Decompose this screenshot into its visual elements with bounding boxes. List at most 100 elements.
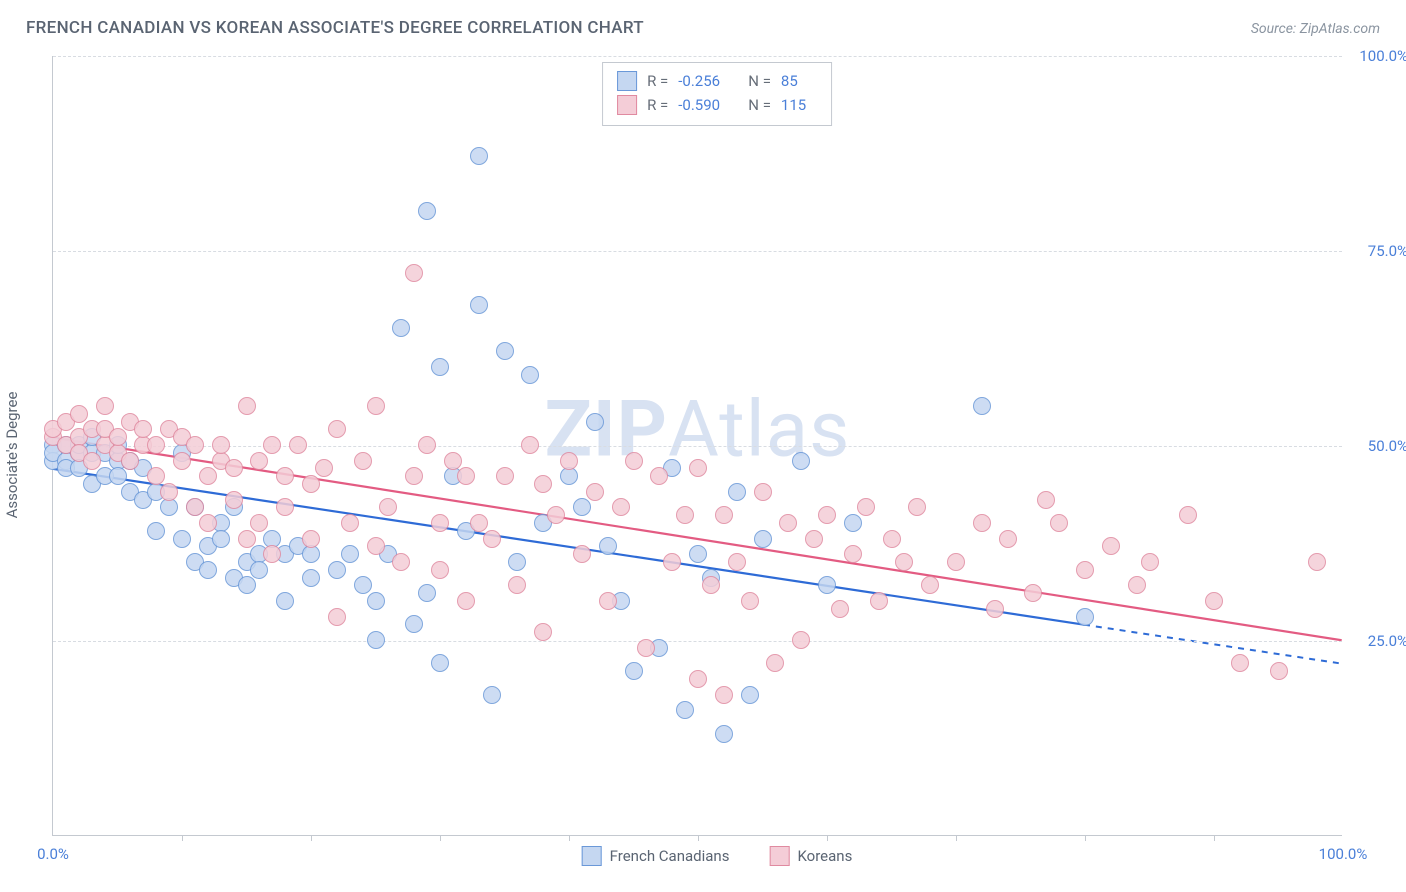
data-point [857, 498, 875, 516]
data-point [1037, 491, 1055, 509]
data-point [741, 686, 759, 704]
data-point [831, 600, 849, 618]
data-point [1128, 576, 1146, 594]
data-point [792, 452, 810, 470]
data-point [418, 436, 436, 454]
chart-area: Associate's Degree ZIPAtlas 25.0%50.0%75… [52, 56, 1382, 836]
data-point [431, 654, 449, 672]
data-point [1308, 553, 1326, 571]
data-point [263, 545, 281, 563]
data-point [973, 397, 991, 415]
data-point [147, 467, 165, 485]
data-point [676, 701, 694, 719]
data-point [276, 592, 294, 610]
data-point [508, 576, 526, 594]
data-point [650, 467, 668, 485]
data-point [147, 522, 165, 540]
data-point [612, 498, 630, 516]
data-point [779, 514, 797, 532]
data-point [689, 459, 707, 477]
x-tick-mark [311, 835, 312, 841]
data-point [302, 569, 320, 587]
legend-row: R =-0.590N =115 [617, 93, 817, 117]
data-point [715, 506, 733, 524]
data-point [109, 428, 127, 446]
data-point [883, 530, 901, 548]
data-point [225, 491, 243, 509]
data-point [405, 264, 423, 282]
data-point [199, 467, 217, 485]
data-point [521, 436, 539, 454]
y-tick-label: 100.0% [1359, 47, 1406, 65]
data-point [83, 452, 101, 470]
data-point [96, 397, 114, 415]
data-point [560, 452, 578, 470]
gridline [53, 641, 1342, 642]
data-point [754, 483, 772, 501]
data-point [160, 483, 178, 501]
gridline [53, 446, 1342, 447]
legend-n-value: 115 [781, 93, 817, 117]
data-point [173, 530, 191, 548]
chart-source: Source: ZipAtlas.com [1251, 21, 1380, 37]
series-legend: French Canadians Koreans [582, 846, 853, 866]
data-point [625, 452, 643, 470]
legend-r-label: R = [647, 69, 668, 93]
data-point [676, 506, 694, 524]
data-point [238, 530, 256, 548]
legend-swatch [617, 95, 637, 115]
series-legend-item: Koreans [769, 846, 852, 866]
x-tick-mark [569, 835, 570, 841]
x-tick-mark [440, 835, 441, 841]
data-point [250, 452, 268, 470]
data-point [895, 553, 913, 571]
data-point [147, 436, 165, 454]
legend-n-value: 85 [781, 69, 817, 93]
data-point [1141, 553, 1159, 571]
data-point [496, 342, 514, 360]
legend-swatch [617, 71, 637, 91]
data-point [418, 584, 436, 602]
data-point [405, 467, 423, 485]
data-point [637, 639, 655, 657]
data-point [238, 397, 256, 415]
data-point [625, 662, 643, 680]
data-point [250, 561, 268, 579]
data-point [766, 654, 784, 672]
data-point [689, 545, 707, 563]
data-point [354, 576, 372, 594]
series-legend-label: French Canadians [610, 847, 730, 865]
data-point [741, 592, 759, 610]
x-tick-mark [698, 835, 699, 841]
data-point [354, 452, 372, 470]
data-point [534, 623, 552, 641]
data-point [431, 561, 449, 579]
trend-line-extrapolated [1084, 625, 1342, 664]
data-point [431, 358, 449, 376]
data-point [186, 498, 204, 516]
data-point [444, 452, 462, 470]
data-point [947, 553, 965, 571]
data-point [870, 592, 888, 610]
legend-r-label: R = [647, 93, 668, 117]
data-point [818, 576, 836, 594]
data-point [392, 319, 410, 337]
data-point [573, 498, 591, 516]
data-point [844, 514, 862, 532]
data-point [818, 506, 836, 524]
data-point [663, 553, 681, 571]
data-point [431, 514, 449, 532]
gridline [53, 251, 1342, 252]
data-point [457, 467, 475, 485]
x-tick-mark [182, 835, 183, 841]
correlation-legend: R =-0.256N =85R =-0.590N =115 [602, 62, 832, 126]
data-point [173, 452, 191, 470]
data-point [560, 467, 578, 485]
y-tick-label: 50.0% [1368, 437, 1406, 455]
data-point [315, 459, 333, 477]
data-point [728, 553, 746, 571]
data-point [534, 475, 552, 493]
data-point [1270, 662, 1288, 680]
data-point [599, 537, 617, 555]
data-point [341, 514, 359, 532]
